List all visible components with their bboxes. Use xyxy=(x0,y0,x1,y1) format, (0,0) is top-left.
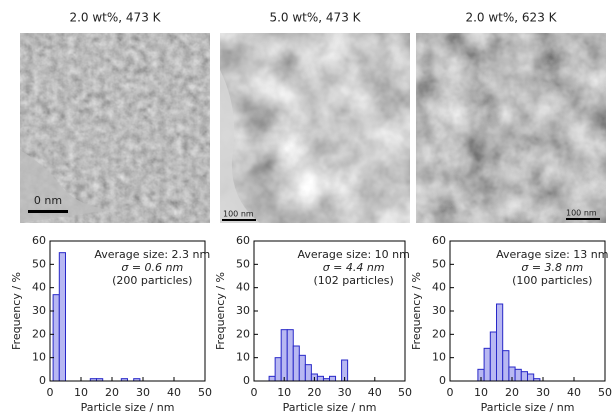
x-tick-label: 50 xyxy=(598,386,612,399)
bar xyxy=(304,364,312,382)
image-title: 2.0 wt%, 473 K xyxy=(69,11,161,25)
x-tick-label: 20 xyxy=(505,386,519,399)
bar xyxy=(52,294,60,382)
x-tick-label: 40 xyxy=(368,386,382,399)
bar xyxy=(527,373,535,382)
x-tick-label: 20 xyxy=(307,386,321,399)
y-tick-label: 60 xyxy=(236,234,250,247)
scale-bar xyxy=(222,219,256,221)
tem-background xyxy=(20,150,110,223)
bar xyxy=(274,357,282,382)
annotation: (100 particles) xyxy=(512,274,592,287)
y-tick-label: 0 xyxy=(39,374,46,387)
y-tick-label: 10 xyxy=(432,351,446,364)
x-tick-label: 0 xyxy=(47,386,54,399)
x-tick-label: 40 xyxy=(167,386,181,399)
y-tick-label: 30 xyxy=(32,304,46,317)
x-tick-label: 50 xyxy=(398,386,412,399)
bar xyxy=(496,303,504,382)
scale-bar-label: 0 nm xyxy=(34,194,62,207)
bar xyxy=(316,375,324,382)
y-tick-label: 40 xyxy=(432,281,446,294)
y-tick-label: 20 xyxy=(32,327,46,340)
y-tick-label: 20 xyxy=(432,327,446,340)
y-tick-label: 50 xyxy=(32,257,46,270)
y-tick-label: 10 xyxy=(32,351,46,364)
y-tick-label: 0 xyxy=(243,374,250,387)
x-tick-label: 10 xyxy=(277,386,291,399)
x-tick-label: 10 xyxy=(474,386,488,399)
y-axis-label: Frequency / % xyxy=(214,272,227,350)
x-tick-label: 30 xyxy=(338,386,352,399)
x-tick-label: 40 xyxy=(567,386,581,399)
scale-bar-label: 100 nm xyxy=(223,210,254,219)
y-tick-label: 30 xyxy=(432,304,446,317)
annotation: σ = 0.6 nm xyxy=(121,261,183,274)
image-title: 5.0 wt%, 473 K xyxy=(269,11,361,25)
bar xyxy=(502,350,510,382)
bar xyxy=(489,331,497,382)
y-axis-label: Frequency / % xyxy=(10,272,23,350)
y-tick-label: 20 xyxy=(236,327,250,340)
y-tick-label: 50 xyxy=(432,257,446,270)
bar xyxy=(280,329,288,382)
bar xyxy=(514,368,522,382)
x-tick-label: 0 xyxy=(251,386,258,399)
y-tick-label: 50 xyxy=(236,257,250,270)
y-tick-label: 0 xyxy=(439,374,446,387)
image-titles: 2.0 wt%, 473 K 5.0 wt%, 473 K 2.0 wt%, 6… xyxy=(34,11,597,219)
x-tick-label: 30 xyxy=(536,386,550,399)
y-axis-label: Frequency / % xyxy=(410,272,423,350)
tem-images xyxy=(20,33,606,223)
x-tick-label: 30 xyxy=(136,386,150,399)
bar xyxy=(286,329,294,382)
y-tick-label: 60 xyxy=(432,234,446,247)
y-tick-label: 40 xyxy=(32,281,46,294)
y-tick-label: 10 xyxy=(236,351,250,364)
x-axis-label: Particle size / nm xyxy=(81,401,175,414)
scale-bar xyxy=(28,210,68,213)
annotation: (200 particles) xyxy=(112,274,192,287)
bar xyxy=(520,371,528,382)
annotation: Average size: 13 nm xyxy=(496,248,608,261)
annotation: (102 particles) xyxy=(314,274,394,287)
x-tick-label: 20 xyxy=(105,386,119,399)
x-tick-label: 0 xyxy=(447,386,454,399)
bar xyxy=(483,347,491,382)
scale-bar-label: 100 nm xyxy=(566,209,597,218)
annotation: σ = 3.8 nm xyxy=(521,261,583,274)
y-tick-label: 60 xyxy=(32,234,46,247)
bar xyxy=(268,375,276,382)
annotation: Average size: 2.3 nm xyxy=(94,248,210,261)
scale-bar xyxy=(566,218,600,220)
tem-image xyxy=(416,33,606,223)
image-title: 2.0 wt%, 623 K xyxy=(465,11,557,25)
tem-background xyxy=(220,70,260,223)
bar xyxy=(292,345,300,382)
bar xyxy=(329,375,337,382)
bar xyxy=(298,354,306,382)
tem-image xyxy=(220,33,410,223)
y-tick-label: 40 xyxy=(236,281,250,294)
bar xyxy=(58,252,66,382)
x-tick-label: 10 xyxy=(74,386,88,399)
annotation: Average size: 10 nm xyxy=(297,248,409,261)
annotation: σ = 4.4 nm xyxy=(323,261,385,274)
x-axis-label: Particle size / nm xyxy=(283,401,377,414)
y-tick-label: 30 xyxy=(236,304,250,317)
x-axis-label: Particle size / nm xyxy=(481,401,575,414)
x-tick-label: 50 xyxy=(198,386,212,399)
